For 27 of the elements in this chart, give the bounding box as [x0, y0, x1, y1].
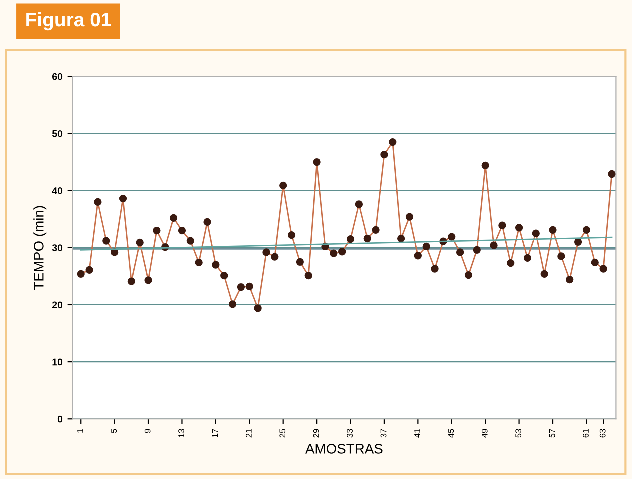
chart-title: Figura 01: [26, 12, 112, 31]
x-tick-label: 41: [414, 429, 420, 438]
x-tick-label: 37: [380, 429, 387, 438]
x-tick-label: 57: [549, 429, 556, 438]
x-tick-label: 1: [78, 429, 84, 433]
x-tick-label: 17: [212, 429, 218, 438]
y-tick-label: 20: [52, 302, 63, 309]
y-tick-label: 0: [58, 416, 63, 423]
x-tick-label: 29: [313, 429, 320, 438]
x-tick-label: 21: [246, 429, 252, 438]
x-tick-label: 53: [516, 429, 522, 438]
x-tick-label: 61: [583, 429, 589, 438]
y-axis-title: TEMPO (min): [34, 206, 47, 290]
y-tick-label: 10: [52, 358, 63, 366]
x-tick-label: 9: [144, 429, 151, 434]
x-tick-label: 33: [347, 429, 353, 438]
y-tick-label: 40: [52, 188, 63, 194]
x-axis-title: AMOSTRAS: [305, 444, 383, 454]
x-tick-label: 45: [448, 429, 454, 438]
x-tick-label: 49: [482, 429, 488, 438]
y-tick-label: 50: [52, 130, 63, 138]
y-tick-label: 30: [52, 244, 63, 252]
x-tick-label: 13: [178, 429, 184, 438]
x-tick-label: 25: [280, 429, 286, 438]
y-tick-label: 60: [52, 73, 63, 80]
x-tick-label: 5: [111, 429, 118, 434]
x-tick-label: 63: [600, 429, 606, 438]
